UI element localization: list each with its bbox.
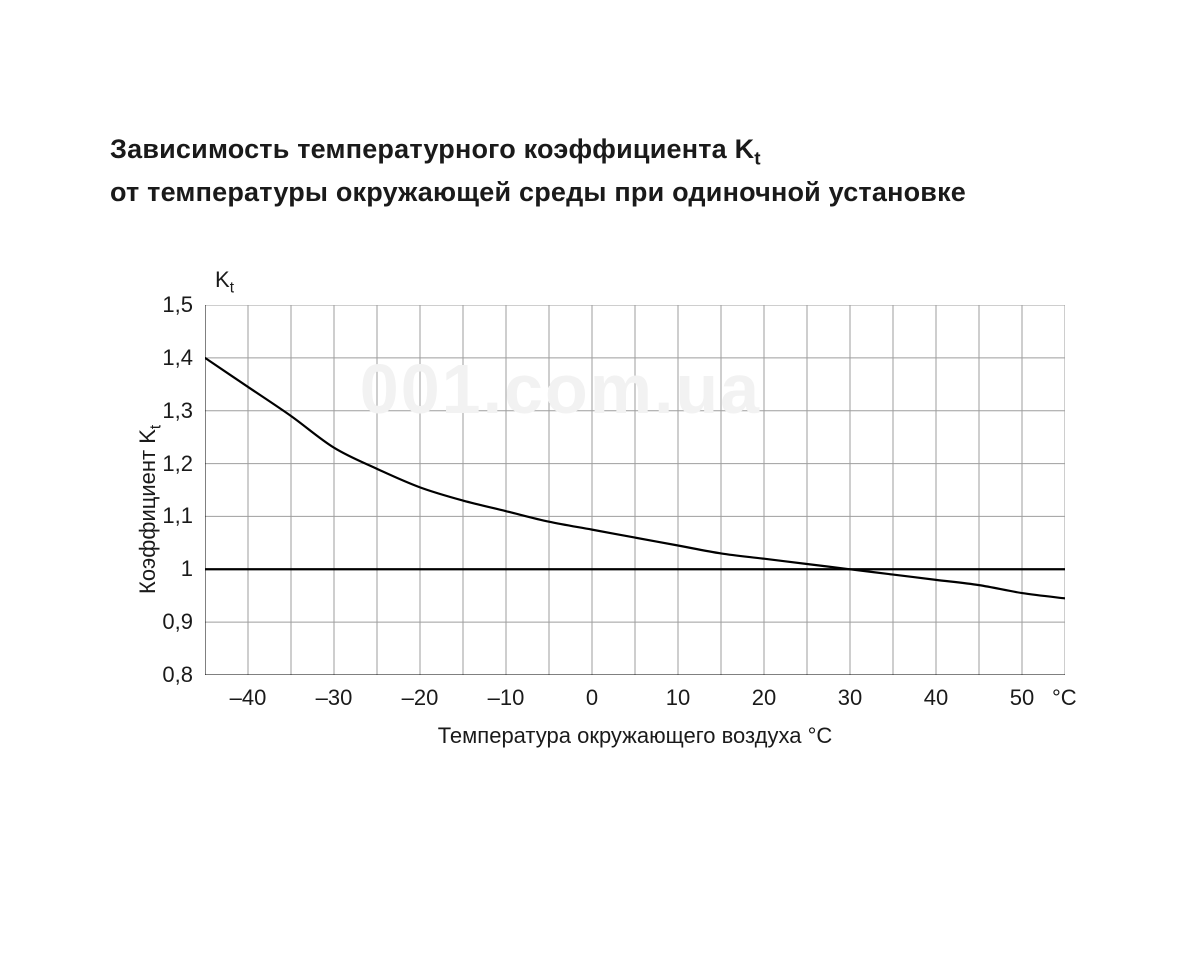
y-tick-label: 0,9 bbox=[162, 609, 205, 635]
x-tick-label: 0 bbox=[586, 675, 598, 711]
x-tick-label: –10 bbox=[488, 675, 525, 711]
x-tick-label: 20 bbox=[752, 675, 776, 711]
y-axis-top-label: Kt bbox=[215, 267, 234, 305]
y-tick-label: 1,5 bbox=[162, 292, 205, 318]
title-sub: t bbox=[754, 148, 761, 169]
title-line1: Зависимость температурного коэффициента … bbox=[110, 134, 754, 164]
x-tick-label: –20 bbox=[402, 675, 439, 711]
x-tick-label: 40 bbox=[924, 675, 948, 711]
x-tick-label: –30 bbox=[316, 675, 353, 711]
y-tick-label: 1,4 bbox=[162, 345, 205, 371]
y-tick-label: 0,8 bbox=[162, 662, 205, 688]
y-axis-label: Коэффициент Kt bbox=[135, 424, 165, 593]
x-tick-label: 10 bbox=[666, 675, 690, 711]
chart-area: 001.com.ua Kt Коэффициент Kt Температура… bbox=[205, 305, 1065, 675]
chart-plot: 001.com.ua Kt Коэффициент Kt Температура… bbox=[205, 305, 1065, 675]
title-line2: от температуры окружающей среды при один… bbox=[110, 177, 966, 207]
x-axis-unit: °C bbox=[1052, 675, 1077, 711]
y-tick-label: 1,2 bbox=[162, 451, 205, 477]
page-container: Зависимость температурного коэффициента … bbox=[0, 0, 1200, 960]
chart-title: Зависимость температурного коэффициента … bbox=[110, 130, 966, 212]
y-tick-label: 1 bbox=[181, 556, 205, 582]
x-tick-label: 50 bbox=[1010, 675, 1034, 711]
y-tick-label: 1,1 bbox=[162, 503, 205, 529]
x-tick-label: –40 bbox=[230, 675, 267, 711]
chart-svg bbox=[205, 305, 1065, 675]
y-tick-label: 1,3 bbox=[162, 398, 205, 424]
x-tick-label: 30 bbox=[838, 675, 862, 711]
